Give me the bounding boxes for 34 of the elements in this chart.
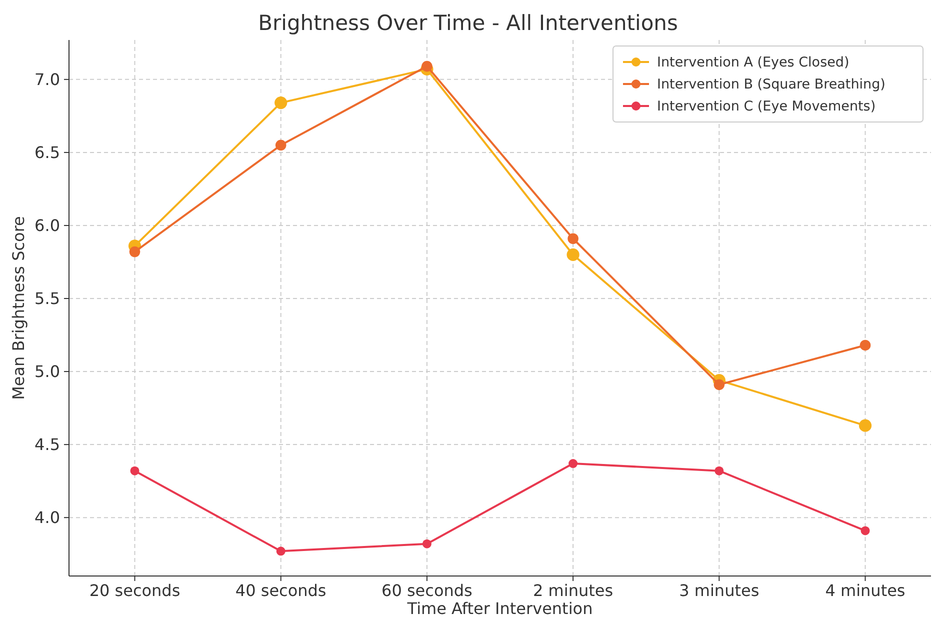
- y-tick-label: 4.5: [34, 435, 60, 454]
- point: [129, 246, 140, 258]
- point: [858, 419, 872, 432]
- point: [860, 526, 870, 536]
- x-tick-label: 4 minutes: [825, 581, 906, 600]
- y-tick-label: 4.0: [34, 508, 60, 528]
- x-axis-title: Time After Intervention: [406, 599, 593, 618]
- point: [568, 459, 578, 468]
- point: [714, 466, 724, 476]
- point: [130, 466, 140, 476]
- x-tick-label: 20 seconds: [89, 581, 180, 600]
- y-tick-label: 5.0: [34, 362, 60, 382]
- x-tick-label: 60 seconds: [382, 581, 472, 600]
- y-tick-label: 6.0: [34, 216, 60, 236]
- x-tick-label: 40 seconds: [235, 581, 326, 600]
- y-tick-label: 5.5: [34, 289, 60, 308]
- point: [860, 340, 871, 351]
- legend-label: Intervention A (Eyes Closed): [657, 54, 850, 71]
- x-tick-label: 3 minutes: [679, 581, 760, 600]
- point: [422, 539, 432, 548]
- chart-title: Brightness Over Time - All Interventions: [258, 11, 678, 35]
- point: [274, 96, 288, 110]
- point: [714, 379, 725, 390]
- point: [566, 248, 580, 261]
- y-tick-label: 6.5: [34, 143, 60, 162]
- point: [276, 546, 286, 556]
- point: [422, 60, 432, 72]
- point: [568, 233, 578, 244]
- y-axis-title: Mean Brightness Score: [9, 216, 28, 400]
- x-tick-label: 2 minutes: [533, 581, 614, 600]
- point: [275, 140, 286, 151]
- y-tick-label: 7.0: [34, 70, 60, 90]
- legend-label: Intervention B (Square Breathing): [657, 76, 886, 93]
- legend-label: Intervention C (Eye Movements): [657, 98, 876, 115]
